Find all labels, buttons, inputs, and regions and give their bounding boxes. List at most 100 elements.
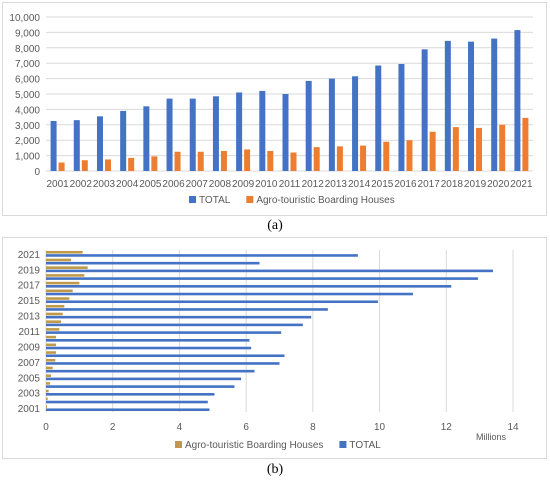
bar-total-2013 [46,315,312,319]
bar-total-2009 [236,92,243,171]
y-tick-label: 3,000 [15,121,40,132]
bar-total-2012 [46,323,303,327]
x-tick-label: 2017 [418,179,441,190]
bar-total-2004 [120,110,127,171]
y-tick-label: 2,000 [15,136,40,147]
bar-total-2019 [46,269,493,273]
legend-swatch [175,441,182,448]
y-tick-label: 9,000 [15,28,40,39]
x-tick-label: 2005 [139,179,162,190]
x-tick-label: 2021 [510,179,533,190]
y-tick-label: 10,000 [9,13,40,24]
bar-agro-2005 [46,374,52,377]
x-tick-label: 2008 [209,179,232,190]
x-tick-label: 2001 [46,179,69,190]
bar-agro-2004 [46,382,51,385]
bar-agro-2003 [104,159,111,171]
x-tick-label: 2014 [348,179,371,190]
y-tick-label: 2007 [18,358,41,369]
caption-a: (a) [267,218,283,233]
x-tick-label: 0 [43,422,49,433]
bar-agro-2021 [46,250,83,254]
bar-agro-2011 [46,328,60,331]
y-tick-label: 2001 [18,404,41,415]
bar-agro-2009 [244,149,251,171]
chart-b-panel: 0 2 4 6 8 10 12 14 Millions 2001 2003 2005 2007 2009 2… [2,237,547,459]
bar-agro-2021 [522,117,529,171]
x-tick-label: 10 [374,422,386,433]
bar-total-2008 [212,96,219,171]
bar-total-2012 [305,80,312,171]
legend-label: Agro-touristic Boarding Houses [185,440,323,451]
bar-total-2020 [491,38,498,172]
bar-total-2009 [46,346,252,350]
x-tick-label: 8 [310,422,316,433]
x-unit-label: Millions [476,432,507,442]
chart-a: 0 1,000 2,000 3,000 4,000 5,000 6,000 7,000 8,00… [9,13,533,206]
bar-agro-2003 [46,389,49,393]
bar-agro-2002 [46,397,48,401]
bar-total-2005 [46,377,242,381]
bar-total-2002 [73,120,80,171]
y-tick-label: 2005 [18,373,41,384]
bar-agro-2019 [46,266,88,269]
bar-total-2020 [46,261,260,265]
bar-total-2013 [328,78,335,171]
bar-agro-2005 [151,156,158,171]
y-tick-label: 4,000 [15,105,40,116]
x-tick-label: 2015 [371,179,394,190]
y-tick-label: 6,000 [15,75,40,86]
bar-agro-2007 [197,151,204,171]
bar-agro-2013 [46,312,63,316]
y-tick-label: 2015 [18,296,41,307]
x-tick-label: 2011 [279,179,301,190]
bar-total-2015 [46,300,378,304]
bar-total-2002 [46,400,208,404]
x-tick-label: 2016 [394,179,417,190]
bar-total-2016 [398,63,405,171]
y-tick-label: 2013 [18,312,41,323]
bar-agro-2010 [267,150,274,171]
legend-swatch [339,441,347,448]
bar-agro-2015 [46,297,70,300]
bar-agro-2018 [46,274,85,277]
y-tick-label: 0 [34,167,40,178]
bar-total-2019 [468,41,475,171]
bar-agro-2012 [46,320,62,323]
x-tick-label: 2019 [464,179,487,190]
x-tick-label: 2018 [441,179,464,190]
bar-agro-2001 [58,162,65,171]
bar-agro-2011 [290,152,297,171]
legend-swatch [189,196,196,203]
caption-b: (b) [266,462,284,477]
bar-total-2006 [166,98,173,171]
bar-agro-2014 [360,145,367,171]
x-tick-label: 6 [243,422,249,433]
legend-label: Agro-touristic Boarding Houses [256,195,394,206]
bar-total-2014 [46,308,328,311]
bar-agro-2017 [46,281,80,285]
bar-total-2018 [444,40,451,172]
bar-agro-2014 [46,304,65,308]
bar-total-2003 [96,116,103,171]
y-tick-label: 2003 [18,389,41,400]
legend-swatch [246,196,254,203]
bar-agro-2007 [46,358,56,362]
bar-total-2018 [46,277,478,280]
y-tick-label: 7,000 [15,59,40,70]
bar-total-2015 [375,65,382,171]
bar-total-2010 [46,339,250,342]
bar-total-2001 [50,120,57,171]
y-tick-label: 8,000 [15,44,40,55]
x-tick-label: 2009 [232,179,255,190]
bar-agro-2006 [174,151,181,171]
bar-agro-2015 [383,141,390,171]
y-tick-label: 1,000 [15,152,40,163]
x-tick-label: 2006 [162,179,185,190]
bar-total-2001 [46,408,210,412]
bar-agro-2017 [429,131,436,171]
chart-a-panel: 0 1,000 2,000 3,000 4,000 5,000 6,000 7,000 8,00… [2,2,547,216]
bar-total-2011 [46,331,282,334]
x-tick-label: 2020 [487,179,510,190]
